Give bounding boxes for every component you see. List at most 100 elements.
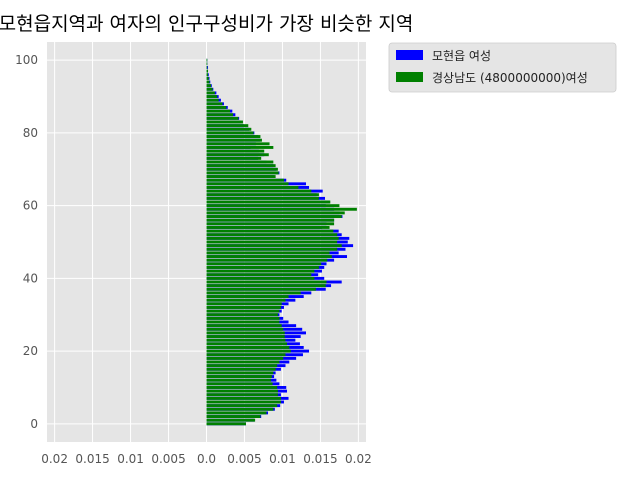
legend-swatch-series-1 [396, 72, 423, 82]
bar-age-69 [206, 171, 279, 175]
legend-frame [388, 42, 617, 93]
bar-age-68 [206, 175, 276, 178]
bar-age-94 [206, 80, 210, 84]
bar-age-59 [206, 207, 357, 211]
bar-age-29 [206, 316, 280, 320]
x-tick-label: 0.005 [151, 452, 185, 466]
bar-age-45 [206, 258, 328, 262]
bar-age-18 [206, 356, 284, 360]
bar-age-72 [206, 160, 274, 164]
bar-age-75 [206, 149, 265, 153]
bar-age-25 [206, 331, 285, 335]
bar-age-62 [206, 196, 319, 200]
bar-age-0 [206, 422, 246, 426]
bar-age-88 [206, 102, 223, 106]
bar-age-98 [206, 66, 208, 69]
series-gyeongnam-female-bars [206, 58, 357, 426]
bar-age-41 [206, 273, 312, 277]
y-tick-label: 60 [23, 199, 38, 213]
bar-age-40 [206, 276, 315, 280]
bar-age-28 [206, 320, 280, 324]
x-tick-label: 0.01 [117, 452, 144, 466]
bar-age-92 [206, 87, 213, 91]
bar-age-85 [206, 113, 234, 117]
bar-age-7 [206, 396, 281, 400]
bar-age-74 [206, 153, 269, 157]
bar-age-76 [206, 146, 274, 149]
bar-age-20 [206, 349, 291, 353]
bar-age-13 [206, 375, 272, 378]
bar-age-71 [206, 164, 276, 168]
bar-age-26 [206, 327, 284, 331]
y-tick-label: 80 [23, 126, 38, 140]
bar-age-6 [206, 400, 281, 404]
bar-age-21 [206, 346, 290, 349]
bar-age-19 [206, 353, 286, 357]
bar-age-47 [206, 251, 330, 255]
bar-age-83 [206, 120, 243, 124]
bar-age-3 [206, 411, 267, 415]
bar-age-33 [206, 302, 282, 306]
bar-age-100 [206, 58, 208, 62]
bar-age-37 [206, 287, 316, 291]
bar-age-42 [206, 269, 315, 273]
bar-age-78 [206, 138, 262, 142]
bar-age-58 [206, 211, 345, 215]
bar-age-81 [206, 127, 252, 131]
bar-age-48 [206, 247, 338, 251]
bar-age-54 [206, 226, 330, 229]
bar-age-23 [206, 338, 286, 342]
x-tick-label: 0.02 [345, 452, 372, 466]
bar-age-82 [206, 124, 249, 128]
bar-age-5 [206, 404, 278, 408]
y-tick-label: 40 [23, 271, 38, 285]
bar-age-39 [206, 280, 327, 284]
bar-age-77 [206, 142, 270, 146]
bar-age-51 [206, 236, 339, 240]
x-tick-label: 0.01 [269, 452, 296, 466]
x-tick-label: 0.015 [303, 452, 337, 466]
bar-age-61 [206, 200, 331, 204]
bar-age-36 [206, 291, 301, 295]
bar-age-65 [206, 186, 299, 189]
x-tick-label: 0.0 [197, 452, 216, 466]
bar-age-34 [206, 298, 286, 302]
legend: 모현읍 여성 경상남도 (4800000000)여성 [388, 42, 617, 93]
bar-age-70 [206, 167, 278, 171]
bar-age-87 [206, 106, 227, 109]
bar-age-4 [206, 407, 274, 411]
bar-age-49 [206, 244, 342, 248]
bar-age-12 [206, 378, 272, 382]
bar-age-60 [206, 204, 340, 208]
bar-age-57 [206, 215, 342, 218]
bar-age-38 [206, 284, 326, 288]
x-tick-label: 0.005 [227, 452, 261, 466]
bar-age-35 [206, 295, 289, 298]
bar-age-1 [206, 418, 256, 422]
y-axis-ticks: 0 20 40 60 80 100 [15, 53, 38, 431]
y-tick-label: 20 [23, 344, 38, 358]
bar-age-73 [206, 156, 262, 160]
bar-age-96 [206, 73, 209, 77]
bar-age-56 [206, 218, 335, 222]
bar-age-93 [206, 84, 212, 88]
bar-age-9 [206, 389, 278, 393]
bar-age-63 [206, 193, 319, 197]
x-tick-label: 0.02 [41, 452, 68, 466]
bar-age-16 [206, 364, 278, 368]
bar-age-44 [206, 262, 322, 266]
bar-age-79 [206, 135, 261, 138]
x-tick-label: 0.015 [75, 452, 109, 466]
bar-age-30 [206, 313, 278, 317]
x-axis-ticks: 0.02 0.015 0.01 0.005 0.0 0.005 0.01 0.015 0.02 [41, 452, 372, 466]
bar-age-10 [206, 386, 278, 389]
bar-age-43 [206, 266, 319, 269]
bar-age-53 [206, 229, 334, 233]
bar-age-52 [206, 233, 338, 237]
bar-age-90 [206, 95, 218, 98]
bar-age-64 [206, 189, 312, 193]
bar-age-46 [206, 255, 332, 258]
bar-age-97 [206, 69, 209, 73]
bar-age-55 [206, 222, 335, 226]
